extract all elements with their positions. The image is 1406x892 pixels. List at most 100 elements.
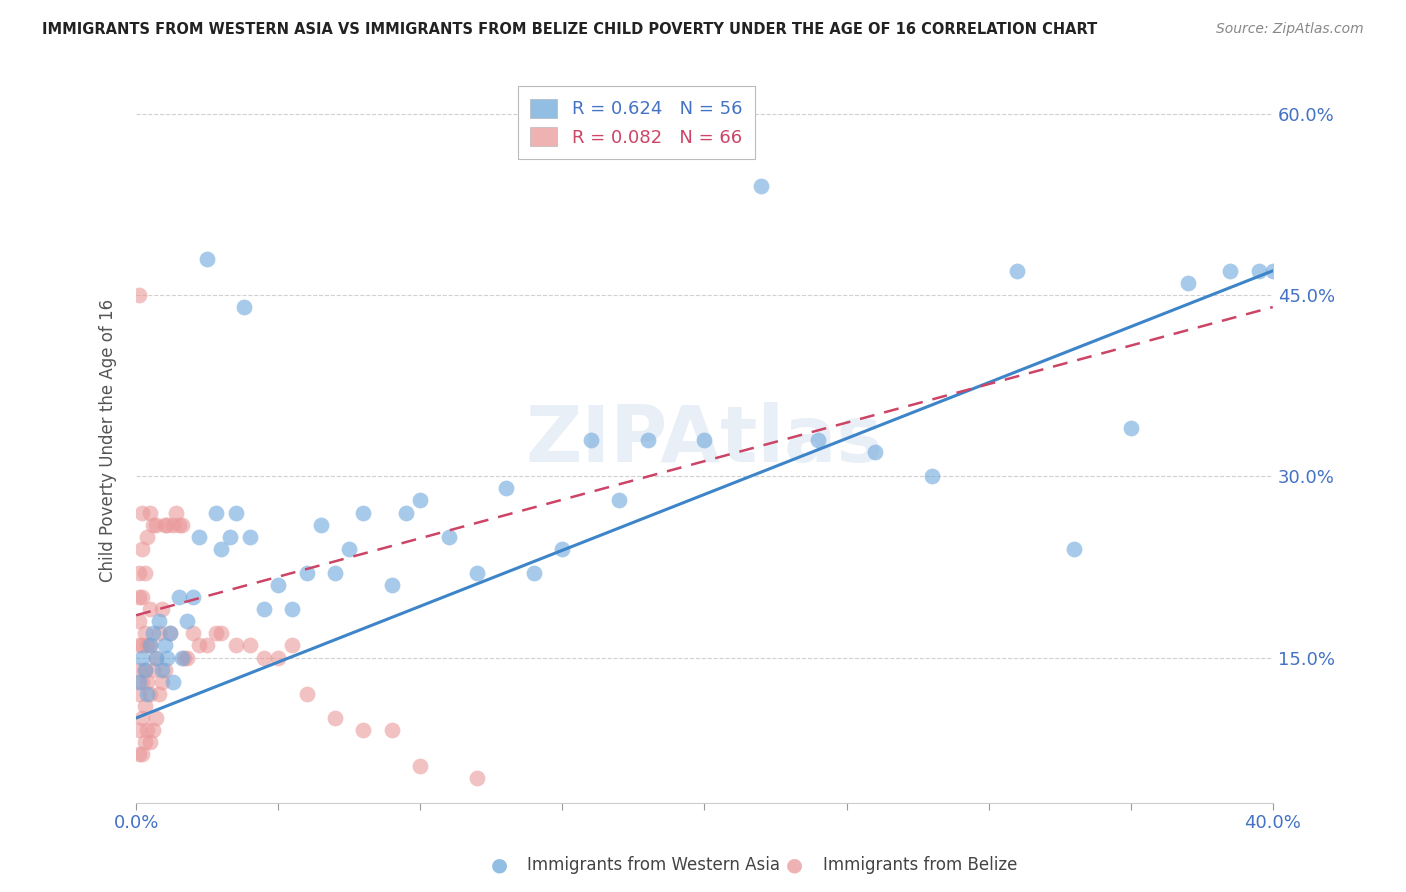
Point: [128, 723, 150, 737]
Point: [167, 590, 190, 604]
Point: [128, 747, 150, 762]
Point: [142, 663, 165, 677]
Point: [128, 566, 150, 580]
Text: ZIPAtlas: ZIPAtlas: [526, 402, 883, 478]
Point: [170, 650, 193, 665]
Point: [309, 517, 332, 532]
Point: [128, 687, 150, 701]
Point: [131, 674, 153, 689]
Point: [409, 759, 432, 773]
Point: [134, 663, 156, 677]
Point: [145, 650, 167, 665]
Point: [337, 541, 360, 556]
Point: [219, 530, 242, 544]
Point: [131, 711, 153, 725]
Point: [139, 506, 162, 520]
Point: [204, 626, 226, 640]
Point: [863, 445, 886, 459]
Point: [165, 506, 187, 520]
Point: [1247, 264, 1270, 278]
Text: ●: ●: [491, 855, 508, 875]
Point: [142, 517, 165, 532]
Point: [295, 566, 318, 580]
Point: [1261, 264, 1284, 278]
Point: [352, 506, 374, 520]
Point: [162, 674, 184, 689]
Point: [148, 687, 170, 701]
Point: [267, 578, 290, 592]
Point: [139, 639, 162, 653]
Point: [134, 698, 156, 713]
Point: [239, 639, 262, 653]
Point: [225, 639, 247, 653]
Point: [607, 493, 630, 508]
Point: [153, 663, 176, 677]
Point: [495, 481, 517, 495]
Point: [465, 566, 488, 580]
Point: [253, 650, 276, 665]
Point: [142, 626, 165, 640]
Point: [131, 639, 153, 653]
Point: [204, 506, 226, 520]
Point: [233, 300, 256, 314]
Point: [150, 602, 173, 616]
Point: [139, 735, 162, 749]
Point: [150, 663, 173, 677]
Point: [134, 626, 156, 640]
Point: [323, 711, 346, 725]
Point: [551, 541, 574, 556]
Point: [281, 602, 304, 616]
Point: [807, 433, 830, 447]
Point: [381, 578, 404, 592]
Point: [142, 723, 165, 737]
Point: [187, 639, 209, 653]
Point: [139, 639, 162, 653]
Point: [921, 469, 943, 483]
Point: [637, 433, 659, 447]
Point: [145, 711, 167, 725]
Point: [1063, 541, 1085, 556]
Text: ●: ●: [786, 855, 803, 875]
Point: [465, 772, 488, 786]
Point: [167, 517, 190, 532]
Point: [323, 566, 346, 580]
Point: [409, 493, 432, 508]
Point: [1219, 264, 1241, 278]
Point: [156, 517, 179, 532]
Point: [523, 566, 546, 580]
Point: [1177, 276, 1199, 290]
Point: [128, 674, 150, 689]
Text: Source: ZipAtlas.com: Source: ZipAtlas.com: [1216, 22, 1364, 37]
Point: [437, 530, 460, 544]
Point: [352, 723, 374, 737]
Point: [187, 530, 209, 544]
Point: [134, 663, 156, 677]
Point: [136, 687, 159, 701]
Point: [749, 179, 772, 194]
Point: [1005, 264, 1028, 278]
Point: [131, 747, 153, 762]
Point: [209, 541, 232, 556]
Point: [153, 639, 176, 653]
Point: [128, 663, 150, 677]
Point: [295, 687, 318, 701]
Point: [1119, 421, 1142, 435]
Point: [148, 626, 170, 640]
Point: [281, 639, 304, 653]
Text: IMMIGRANTS FROM WESTERN ASIA VS IMMIGRANTS FROM BELIZE CHILD POVERTY UNDER THE A: IMMIGRANTS FROM WESTERN ASIA VS IMMIGRAN…: [42, 22, 1098, 37]
Point: [128, 639, 150, 653]
Point: [128, 288, 150, 302]
Point: [253, 602, 276, 616]
Point: [195, 639, 218, 653]
Point: [145, 517, 167, 532]
Point: [395, 506, 418, 520]
Point: [145, 650, 167, 665]
Point: [134, 566, 156, 580]
Point: [225, 506, 247, 520]
Y-axis label: Child Poverty Under the Age of 16: Child Poverty Under the Age of 16: [100, 299, 117, 582]
Point: [176, 615, 198, 629]
Point: [128, 615, 150, 629]
Point: [176, 650, 198, 665]
Legend: R = 0.624   N = 56, R = 0.082   N = 66: R = 0.624 N = 56, R = 0.082 N = 66: [517, 87, 755, 160]
Point: [195, 252, 218, 266]
